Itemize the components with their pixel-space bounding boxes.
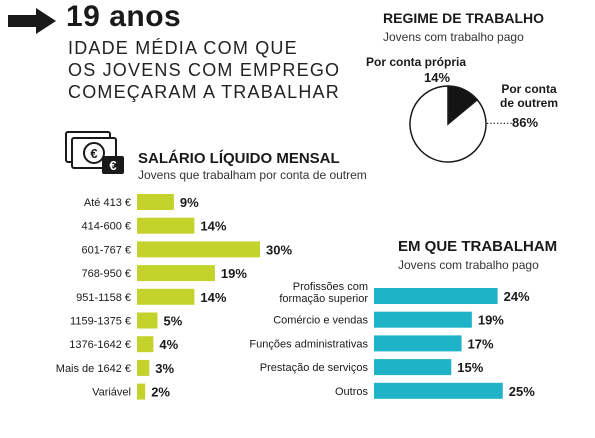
pie-value-own: 14%	[424, 70, 451, 85]
work-category-label: Prestação de serviços	[260, 362, 369, 374]
salary-bar	[137, 383, 146, 400]
pie-subtitle: Jovens com trabalho pago	[383, 30, 524, 44]
pie-value-other: 86%	[512, 115, 539, 130]
salary-value-label: 30%	[266, 242, 292, 257]
salary-category-label: Variável	[92, 387, 131, 399]
salary-value-label: 14%	[200, 219, 226, 234]
work-category-label: Outros	[335, 386, 369, 398]
money-icon: € €	[65, 131, 124, 174]
work-chart-title: EM QUE TRABALHAM	[398, 238, 558, 255]
salary-bar	[137, 312, 158, 329]
headline-line-3: COMEÇARAM A TRABALHAR	[68, 82, 340, 102]
work-value-label: 17%	[468, 336, 494, 351]
salary-category-label: 951-1158 €	[76, 292, 131, 304]
headline-line-1: IDADE MÉDIA COM QUE	[68, 38, 298, 58]
svg-text:€: €	[90, 146, 97, 161]
work-category-label: formação superior	[279, 293, 368, 305]
pie-leader-dots: ........	[486, 113, 513, 127]
pie-label-other-line-1: Por conta	[501, 82, 557, 96]
work-chart-subtitle: Jovens com trabalho pago	[398, 258, 539, 272]
salary-value-label: 9%	[180, 195, 199, 210]
salary-bar-chart: Até 413 € 9% 414-600 € 14% 601-767 € 30% 768-9…	[56, 194, 292, 400]
salary-value-label: 3%	[155, 361, 174, 376]
salary-bar	[137, 359, 150, 376]
pie-label-other-line-2: de outrem	[499, 96, 558, 110]
headline-line-2: OS JOVENS COM EMPREGO	[68, 60, 341, 80]
salary-bar	[137, 194, 174, 210]
work-bar	[374, 335, 462, 352]
work-bar	[374, 382, 503, 399]
work-category-label: Profissões com	[293, 281, 368, 293]
arrow-right-icon	[8, 8, 56, 34]
work-category-label: Comércio e vendas	[273, 315, 368, 327]
salary-category-label: Até 413 €	[84, 197, 131, 209]
salary-category-label: 1159-1375 €	[70, 316, 131, 328]
pie-label-own: Por conta própria	[366, 55, 467, 69]
pie-title: REGIME DE TRABALHO	[383, 10, 544, 26]
work-value-label: 15%	[457, 360, 483, 375]
salary-category-label: Mais de 1642 €	[56, 363, 131, 375]
salary-category-label: 768-950 €	[81, 268, 131, 280]
salary-bar	[137, 336, 154, 353]
salary-bar	[137, 217, 195, 234]
salary-category-label: 1376-1642 €	[69, 339, 131, 351]
work-value-label: 25%	[509, 384, 535, 399]
salary-bar	[137, 288, 195, 305]
salary-value-label: 2%	[151, 385, 170, 400]
pie-slice-por-conta-de-outrem	[409, 85, 487, 163]
salary-value-label: 19%	[221, 266, 247, 281]
salary-chart-title: SALÁRIO LÍQUIDO MENSAL	[138, 150, 340, 167]
salary-category-label: 601-767 €	[81, 244, 131, 256]
salary-category-label: 414-600 €	[81, 221, 131, 233]
salary-value-label: 5%	[164, 314, 183, 329]
salary-bar	[137, 265, 215, 282]
salary-bar	[137, 241, 260, 258]
svg-text:€: €	[109, 158, 116, 173]
pie-label-other: Por conta de outrem	[494, 82, 564, 110]
work-bar	[374, 288, 498, 304]
pie-chart	[409, 85, 487, 163]
salary-chart-subtitle: Jovens que trabalham por conta de outrem	[138, 168, 367, 182]
work-value-label: 24%	[504, 289, 530, 304]
work-value-label: 19%	[478, 313, 504, 328]
work-category-label: Funções administrativas	[249, 338, 368, 350]
salary-value-label: 14%	[200, 290, 226, 305]
salary-value-label: 4%	[159, 337, 178, 352]
work-bar	[374, 311, 472, 328]
headline-value: 19 anos	[66, 0, 182, 33]
work-bar	[374, 359, 452, 376]
